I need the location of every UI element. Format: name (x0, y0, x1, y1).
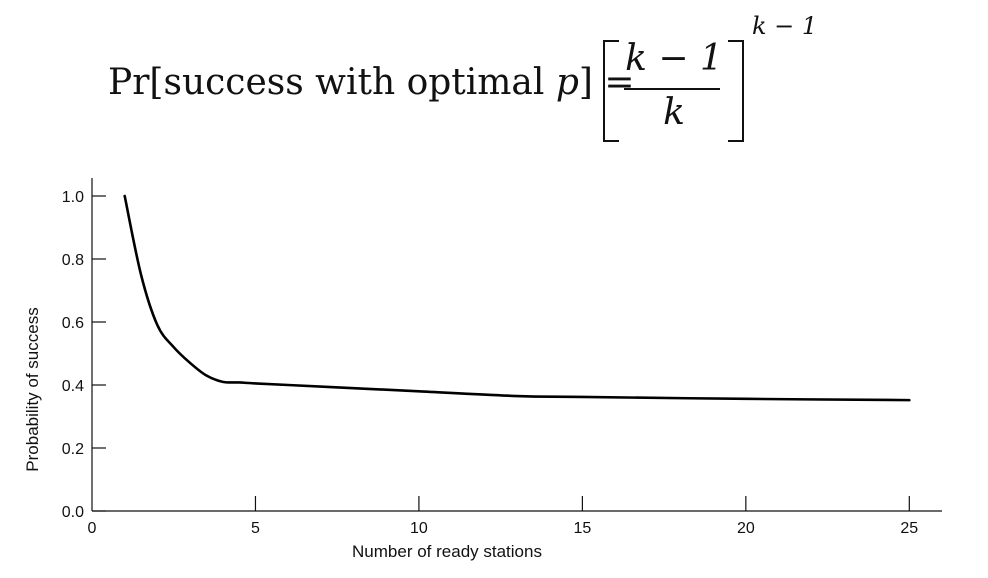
probability-chart: 0.0 0.2 0.4 0.6 0.8 1.0 0 5 10 15 20 25 Number of re… (23, 178, 942, 561)
y-tick-label-4: 0.8 (62, 252, 84, 269)
x-tick-label-0: 0 (88, 520, 97, 537)
formula: Pr[success with optimal p] = k − 1 k k −… (0, 0, 988, 150)
y-axis-label: Probability of success (23, 307, 42, 471)
x-tick-label-3: 15 (573, 520, 591, 537)
formula-numerator: k − 1 (625, 38, 723, 79)
formula-lhs: Pr[success with optimal p] = (108, 62, 635, 103)
formula-lhs-prefix: Pr[success with optimal (108, 62, 556, 103)
x-tick-label-1: 5 (251, 520, 260, 537)
right-bracket (728, 40, 744, 142)
y-tick-label-5: 1.0 (62, 189, 84, 206)
y-tick-label-3: 0.6 (62, 315, 84, 332)
x-tick-label-4: 20 (737, 520, 755, 537)
y-tick-label-1: 0.2 (62, 441, 84, 458)
formula-denominator: k (663, 92, 685, 133)
y-tick-label-0: 0.0 (62, 504, 84, 521)
x-axis-label: Number of ready stations (352, 542, 542, 561)
left-bracket (603, 40, 619, 142)
series-line-0 (123, 194, 911, 402)
formula-exponent: k − 1 (752, 12, 818, 40)
y-tick-label-2: 0.4 (62, 378, 84, 395)
fraction-bar (624, 88, 720, 90)
formula-lhs-var: p (555, 62, 579, 103)
x-tick-label-5: 25 (900, 520, 918, 537)
x-tick-label-2: 10 (410, 520, 428, 537)
formula-lhs-suffix: ] = (578, 62, 635, 103)
